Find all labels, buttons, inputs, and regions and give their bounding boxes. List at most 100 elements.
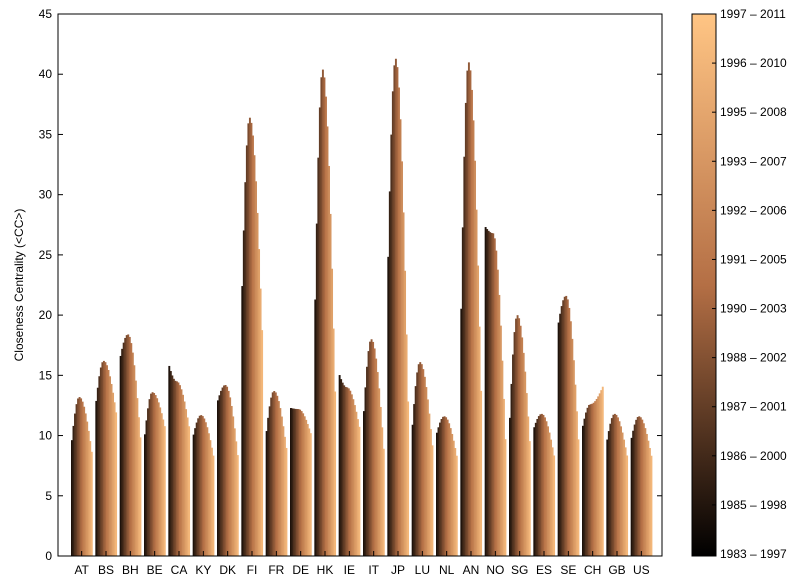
bar-slice	[466, 70, 469, 557]
bar-slice	[568, 307, 571, 556]
bar-slice	[81, 401, 84, 556]
bar-group-fi	[241, 117, 264, 557]
bar-slice	[601, 386, 604, 556]
bar-slice	[501, 360, 504, 556]
bar-slice	[562, 300, 565, 556]
bar-slice	[557, 322, 560, 556]
bar-slice	[241, 286, 244, 556]
bar-slice	[320, 77, 323, 557]
bar-slice	[515, 318, 518, 556]
bar-slice	[612, 414, 615, 556]
bar-slice	[72, 425, 75, 556]
bar-slice	[496, 269, 499, 556]
bar-slice	[83, 406, 86, 556]
bar-slice	[90, 451, 93, 556]
bar-slice	[102, 360, 105, 556]
bar-slice	[223, 385, 226, 556]
x-tick-label-nl: NL	[439, 563, 455, 577]
bar-slice	[613, 413, 616, 556]
bar-slice	[144, 434, 146, 556]
bar-group-sg	[509, 315, 531, 556]
bar-group-lu	[411, 362, 434, 556]
bar-slice	[139, 437, 142, 556]
bar-slice	[250, 122, 253, 557]
bar-slice	[411, 424, 414, 556]
bar-slice	[650, 455, 653, 556]
bar-slice	[270, 397, 273, 556]
colorbar-label: 1996 – 2010	[720, 56, 787, 70]
x-tick-label-at: AT	[74, 563, 89, 577]
bar-slice	[347, 388, 350, 556]
bar-slice	[122, 342, 125, 556]
bar-slice	[449, 428, 452, 556]
bar-slice	[512, 354, 514, 556]
bar-group-an	[460, 62, 483, 557]
bar-slice	[331, 268, 334, 556]
bar-slice	[586, 407, 589, 556]
bar-slice	[115, 412, 118, 556]
bar-slice	[217, 400, 219, 556]
bar-slice	[402, 212, 405, 557]
bar-slice	[248, 117, 251, 556]
bar-slice	[104, 362, 107, 556]
bar-group-dk	[217, 385, 239, 556]
bar-slice	[109, 376, 111, 556]
bar-slice	[334, 391, 337, 556]
bar-slice	[426, 399, 429, 556]
bar-slice	[299, 409, 302, 556]
bar-slice	[463, 156, 466, 556]
bar-slice	[382, 448, 385, 556]
bar-slice	[594, 401, 597, 556]
bar-slice	[358, 426, 361, 556]
bar-slice	[516, 315, 519, 556]
y-tick-label: 40	[39, 67, 53, 81]
bar-slice	[633, 424, 636, 556]
bar-slice	[343, 385, 346, 556]
bar-slice	[212, 455, 215, 556]
bar-slice	[124, 337, 127, 556]
bar-slice	[247, 123, 250, 557]
bar-slice	[569, 321, 572, 556]
bar-slice	[309, 433, 312, 556]
bar-slice	[153, 393, 156, 556]
bar-slice	[186, 417, 189, 556]
bar-group-nl	[436, 416, 458, 556]
bar-slice	[151, 392, 154, 556]
bar-slice	[133, 365, 136, 556]
bar-slice	[566, 299, 569, 556]
bar-slice	[201, 416, 204, 556]
bar-slice	[119, 355, 122, 556]
bar-slice	[495, 250, 498, 557]
bar-slice	[591, 403, 594, 556]
bar-slice	[592, 402, 595, 556]
bar-slice	[230, 405, 233, 556]
bar-slice	[75, 404, 78, 556]
bar-slice	[87, 430, 90, 556]
bar-slice	[147, 408, 149, 556]
bar-slice	[302, 413, 305, 556]
bar-slice	[224, 385, 227, 556]
bar-slice	[137, 417, 140, 556]
bar-slice	[188, 426, 191, 556]
bar-slice	[464, 102, 467, 556]
bar-slice	[437, 427, 440, 556]
bar-slice	[177, 382, 180, 556]
bar-slice	[519, 325, 522, 556]
bar-slice	[353, 405, 356, 556]
bar-slice	[487, 230, 490, 557]
bar-group-us	[630, 416, 653, 556]
bar-slice	[513, 332, 516, 556]
bar-slice	[378, 388, 381, 556]
bar-slice	[394, 58, 397, 556]
bar-slice	[192, 434, 195, 556]
bar-group-it	[363, 339, 385, 556]
x-tick-label-de: DE	[292, 563, 309, 577]
x-axis: AT BS BH BE CA KY DK FI FR DE HK IE IT JP LU NL AN NO SG ES…	[74, 551, 650, 577]
bar-slice	[644, 428, 647, 556]
bar-slice	[499, 325, 502, 556]
x-tick-label-bh: BH	[122, 563, 139, 577]
bar-slice	[606, 439, 609, 556]
bar-slice	[414, 386, 417, 556]
bar-slice	[572, 360, 575, 556]
bar-slice	[332, 328, 335, 556]
